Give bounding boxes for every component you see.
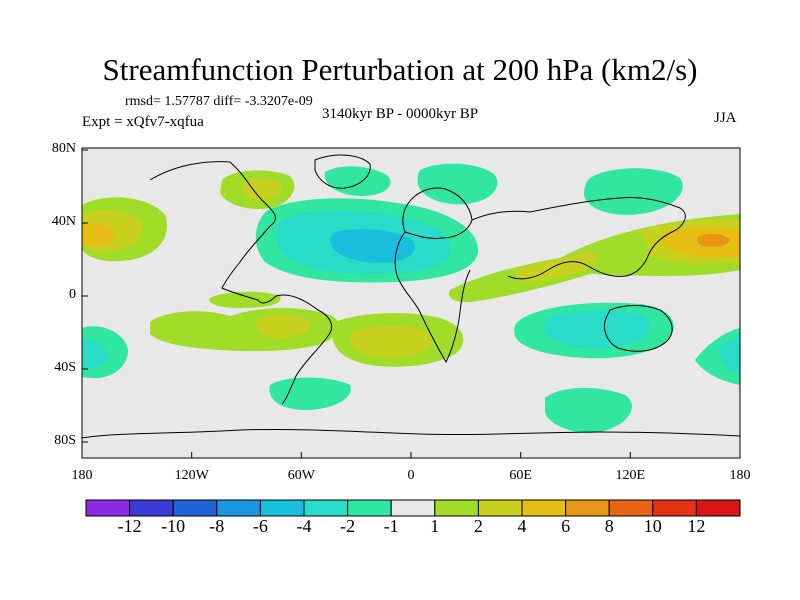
colorbar-swatch [129,499,174,517]
anomaly-negative-atlantic-center [330,229,415,263]
colorbar-swatch [85,499,131,517]
colorbar-label: -6 [252,516,268,536]
colorbar-label: -8 [209,516,225,536]
colorbar-swatch [303,499,349,517]
map-field [82,148,740,458]
anomaly-positive-tropical-pacific [209,291,281,308]
colorbar [85,499,741,517]
colorbar-label: -4 [296,516,312,536]
lon-label: 0 [407,468,415,483]
coast-europe-africa [394,187,473,364]
colorbar-swatch [434,499,479,517]
period-text: 3140kyr BP - 0000kyr BP [322,106,479,122]
season-text: JJA [714,110,737,126]
lat-label: 0 [69,287,76,302]
colorbar-swatch [172,499,218,517]
anomaly-negative-drake [269,377,351,411]
colorbar-label: 10 [643,516,662,536]
coastlines [82,154,740,439]
lat-label: 40S [54,360,76,375]
lon-label: 120E [615,468,646,483]
coast-antarctica [82,428,740,439]
lat-label: 40N [51,214,76,229]
anomaly-negative-southern-ocean [545,387,632,433]
coast-australia [604,305,673,352]
colorbar-swatch [477,499,523,517]
colorbar-swatch [347,499,392,517]
colorbar-swatch [259,499,305,517]
anomaly-positive-south-america [150,307,339,352]
lon-label: 60W [287,468,315,483]
colorbar-label: -2 [340,516,356,536]
anomaly-negative-europe [417,163,498,205]
colorbar-label: -1 [383,516,399,536]
colorbar-swatch [216,499,261,517]
colorbar-swatch [390,499,436,517]
colorbar-label: -10 [161,516,186,536]
lon-ticks [81,452,741,458]
colorbar-label: 8 [604,516,614,536]
coast-north-america [149,161,277,304]
colorbar-label: -12 [117,516,142,536]
colorbar-label: 12 [687,516,706,536]
anomaly-positive-tropical-band-core [515,252,597,282]
colorbar-label: 1 [430,516,440,536]
lon-label: 60E [509,468,532,483]
colorbar-label: 6 [561,516,571,536]
stats-text: rmsd= 1.57787 diff= -3.3207e-09 [125,94,313,109]
anomaly-negative-north-pacific [584,168,683,215]
lon-label: 180 [729,468,751,483]
lon-label: 120W [174,468,209,483]
experiment-text: Expt = xQfv7-xqfua [82,114,204,130]
anomaly-positive-north-america-core [242,178,283,200]
coast-greenland [314,154,371,189]
lat-label: 80N [51,141,76,156]
colorbar-swatch [521,499,567,517]
anomaly-negative-south-pacific-east-core [718,338,740,374]
anomaly-positive-pacific-west-center [82,222,116,247]
colorbar-label: 4 [517,516,527,536]
plot-title: Streamfunction Perturbation at 200 hPa (… [102,52,698,87]
anomaly-positive-pacific-east-peak [697,233,730,247]
anomaly-negative-south-indian-core [544,310,650,349]
colorbar-swatch [608,499,654,517]
anomaly-negative-southwest-pacific-core [82,339,108,369]
colorbar-swatch [565,499,610,517]
lat-label: 80S [54,433,76,448]
colorbar-label: 2 [473,516,483,536]
lat-ticks [82,149,88,443]
coast-asia [471,197,686,280]
colorbar-swatch [695,499,741,517]
coast-south-america [275,294,333,405]
lon-label: 180 [71,468,93,483]
anomaly-positive-south-america-core [256,314,311,338]
anomaly-positive-south-atlantic-core [349,325,433,358]
colorbar-swatch [652,499,697,517]
